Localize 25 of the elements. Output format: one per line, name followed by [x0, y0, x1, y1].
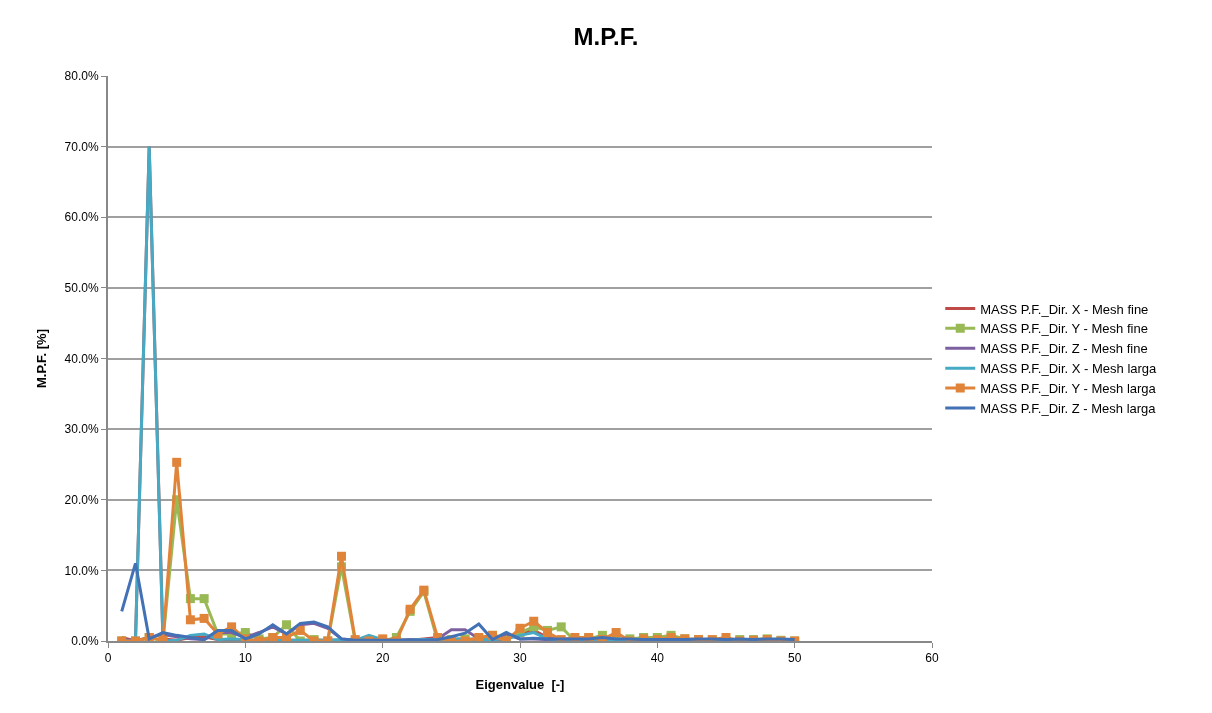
x-tick-label: 50 [787, 651, 802, 666]
legend-label: MASS P.F._Dir. Y - Mesh larga [980, 381, 1157, 397]
legend-label: MASS P.F._Dir. X - Mesh larga [980, 361, 1158, 377]
y-tick-label: 60.0% [64, 210, 99, 225]
x-tick-label: 0 [104, 651, 112, 666]
y-tick-label: 0.0% [71, 634, 99, 649]
x-axis-title: Eigenvalue [-] [475, 676, 565, 692]
x-tick-label: 10 [238, 651, 253, 666]
legend-label: MASS P.F._Dir. Z - Mesh larga [980, 401, 1157, 417]
y-tick-label: 50.0% [64, 281, 99, 296]
y-tick-label: 10.0% [64, 563, 99, 578]
legend-label: MASS P.F._Dir. Z - Mesh fine [980, 341, 1148, 357]
x-tick-label: 20 [375, 651, 390, 666]
y-tick-label: 40.0% [64, 351, 99, 366]
y-axis-title: M.P.F. [%] [34, 329, 50, 388]
x-tick-label: 30 [513, 651, 527, 666]
y-tick-label: 20.0% [64, 492, 99, 507]
x-tick-label: 60 [925, 651, 939, 666]
chart-title: M.P.F. [573, 23, 639, 51]
y-tick-label: 70.0% [64, 139, 99, 154]
legend-label: MASS P.F._Dir. X - Mesh fine [980, 301, 1149, 317]
x-tick-label: 40 [650, 651, 665, 666]
y-tick-label: 30.0% [64, 422, 99, 437]
y-tick-label: 80.0% [64, 69, 99, 84]
legend-label: MASS P.F._Dir. Y - Mesh fine [980, 321, 1148, 337]
